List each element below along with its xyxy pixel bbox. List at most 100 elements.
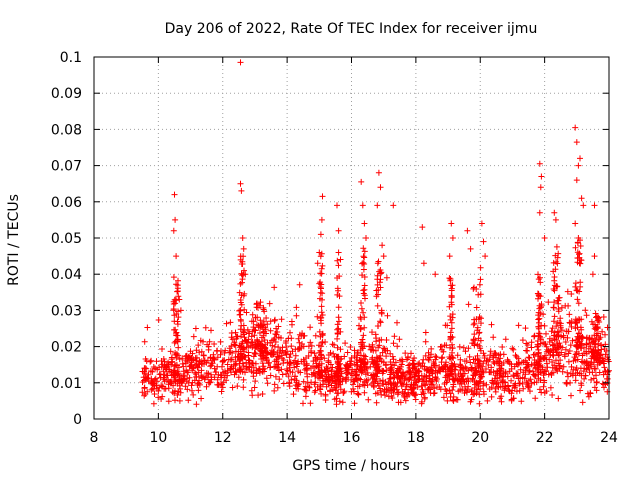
data-point [377,270,384,277]
data-point [150,364,157,370]
y-tick-label: 0.08 [51,122,82,138]
data-point [241,327,248,334]
data-point [578,195,585,202]
data-point [589,271,596,278]
data-point [308,379,315,386]
data-point [204,374,211,381]
data-point [564,334,571,341]
data-point [184,386,191,393]
data-point [333,401,340,408]
x-tick-label: 24 [600,430,618,446]
data-point [318,351,325,358]
data-point [601,364,608,371]
data-point [155,387,162,394]
data-point [208,327,214,334]
data-point [550,304,557,311]
data-point [401,371,408,378]
data-point [387,359,394,365]
data-point [551,299,558,306]
data-point [476,371,483,378]
data-point [427,390,434,396]
data-point [204,341,211,348]
data-point [312,332,319,339]
data-point [283,371,290,377]
data-point [358,341,365,348]
data-point [377,319,384,326]
data-point [519,337,526,344]
data-point [602,351,609,358]
data-point [361,261,368,267]
data-point [335,365,342,371]
data-point [337,381,344,388]
data-point [378,309,385,316]
data-point [335,249,342,256]
data-point [540,383,547,390]
data-point [262,344,269,351]
data-point [196,358,203,365]
data-point [193,373,200,380]
data-point [388,393,395,400]
data-point [319,339,326,346]
data-point [156,364,163,371]
data-point [414,384,421,390]
data-point [288,343,295,350]
data-point [559,368,566,375]
data-point [592,341,599,348]
data-point [223,320,230,327]
data-point [195,380,202,387]
data-point [396,336,403,343]
data-point [272,373,279,380]
data-point [358,305,365,312]
data-point [271,317,278,324]
data-point [160,356,167,362]
data-point [193,347,200,354]
data-point [524,363,531,370]
data-point [263,315,270,321]
data-point [349,366,356,373]
data-point [572,124,579,131]
data-point [316,249,323,256]
data-point [224,372,231,379]
data-point [477,368,484,374]
data-point [499,344,506,350]
data-point [198,367,205,374]
data-point [537,184,544,191]
data-point [334,373,341,380]
data-point [492,388,499,395]
data-point [357,363,364,370]
data-point [552,216,559,223]
data-point [249,311,256,318]
data-point [260,321,267,328]
data-point [568,291,575,297]
data-point [428,345,435,352]
data-point [524,347,531,354]
data-point [525,384,532,391]
data-point [361,324,368,331]
data-point [267,372,274,379]
data-point [535,346,542,353]
data-point [334,344,341,351]
data-point [242,271,249,278]
data-point [174,362,180,369]
data-point [316,371,323,377]
data-point [376,337,383,344]
data-point [443,342,450,349]
data-point [461,378,468,385]
data-point [557,357,564,364]
data-point [168,356,175,363]
data-point [172,377,179,383]
data-point [477,375,484,381]
data-point [550,268,557,275]
data-point [374,302,381,309]
data-point [516,360,522,367]
data-point [436,364,443,370]
data-point [184,375,190,382]
data-point [393,369,400,376]
data-point [360,266,367,273]
data-point [248,387,255,394]
data-point [508,390,515,397]
data-point [592,365,599,372]
data-point [425,357,432,364]
data-point [534,290,541,297]
data-point [378,358,385,365]
